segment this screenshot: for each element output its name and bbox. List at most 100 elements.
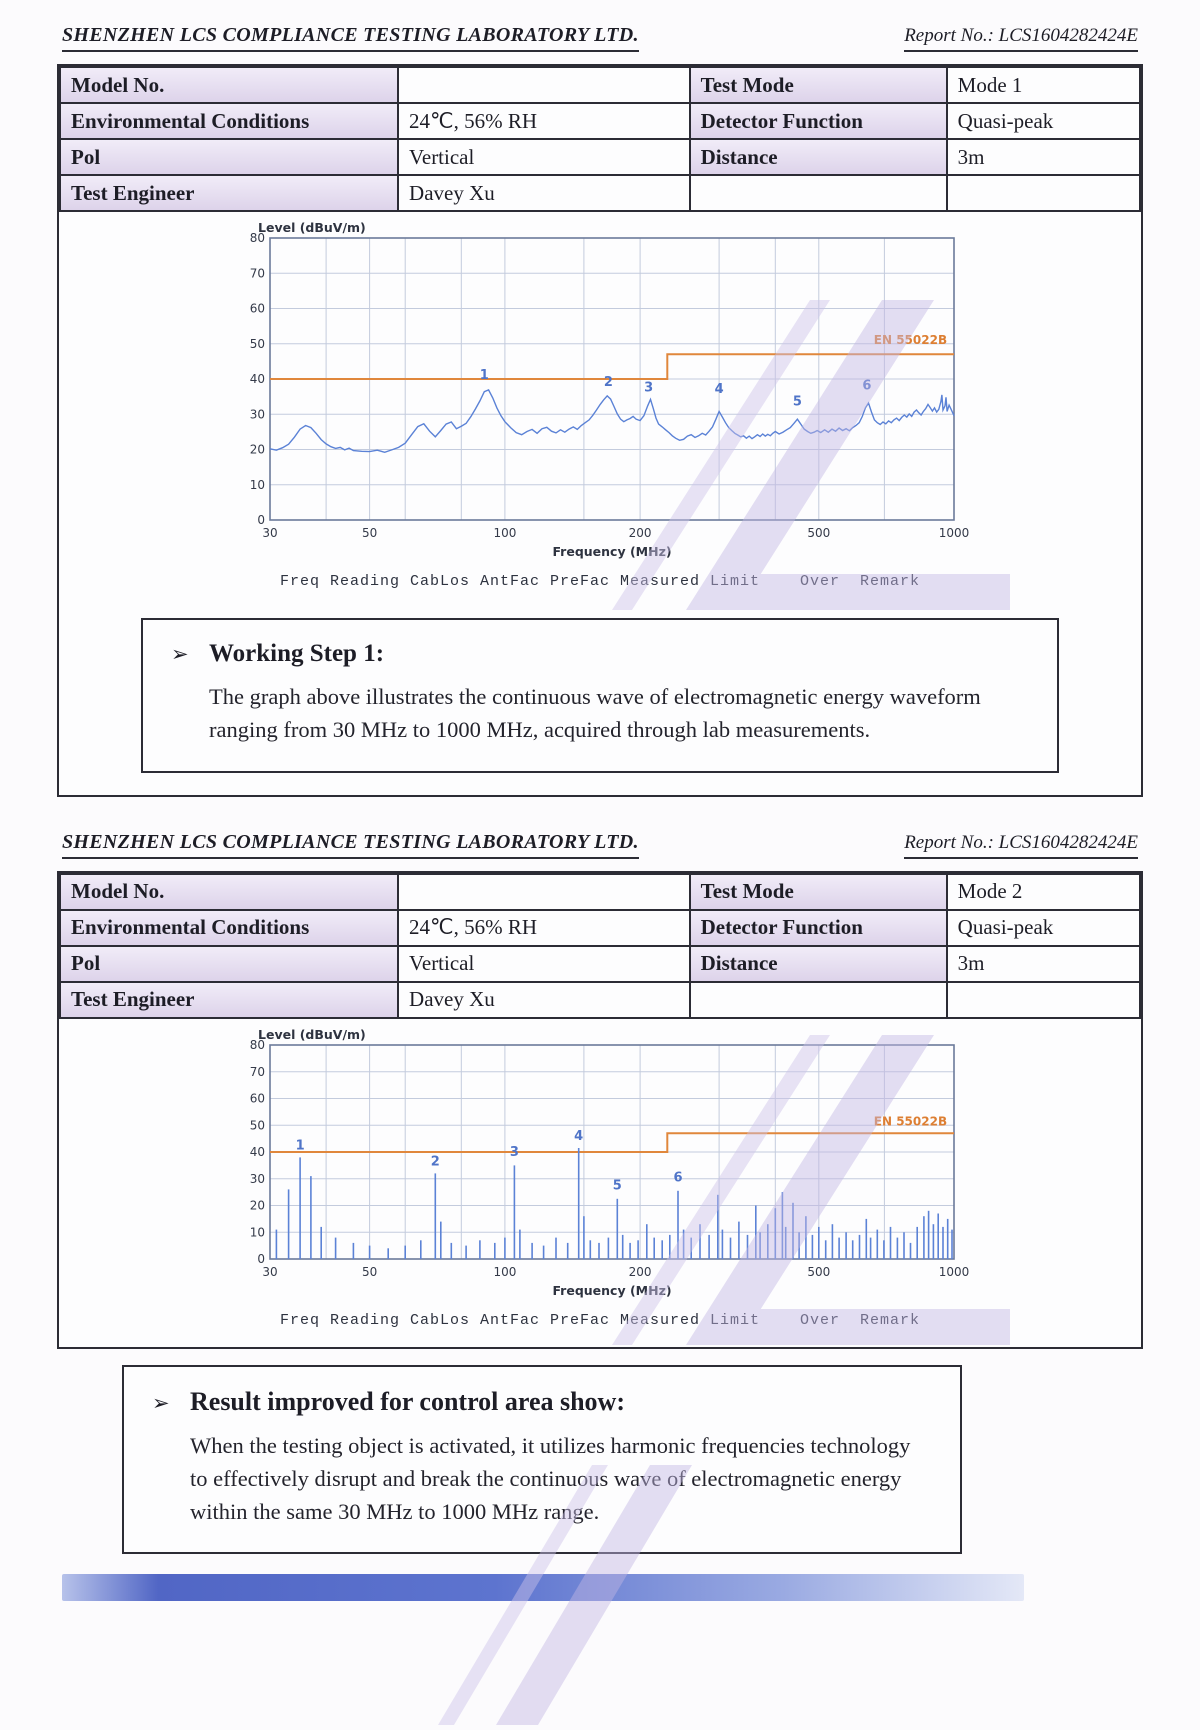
svg-text:5: 5 [793,394,802,409]
svg-text:200: 200 [629,526,652,540]
table-value: Mode 1 [945,66,1142,104]
table-row: Model No. Test Mode Mode 2 [58,872,1142,911]
table-value: Vertical [397,138,691,176]
table-row: Pol Vertical Distance 3m [58,944,1142,983]
table-value: 3m [945,138,1142,176]
table-label: Distance [688,944,948,983]
svg-text:Frequency (MHz): Frequency (MHz) [552,1283,671,1298]
test-section-mode1: Model No. Test Mode Mode 1 Environmental… [57,64,1143,797]
table-value: 3m [945,944,1142,983]
svg-text:70: 70 [250,266,265,280]
table-row: Test Engineer Davey Xu [58,174,1142,212]
svg-text:0: 0 [257,513,265,527]
table-value: Davey Xu [397,174,691,212]
chart-svg: 1 2 3 4 5 6 EN 55022B 0 10 20 30 40 50 60 70 80 30 50 100 2… [250,220,970,559]
svg-text:100: 100 [493,1265,516,1279]
svg-text:80: 80 [250,231,265,245]
readings-header: Freq Reading CabLos AntFac PreFac Measur… [279,573,921,590]
svg-text:10: 10 [250,1225,265,1239]
table-label: Detector Function [688,102,948,140]
svg-text:2: 2 [431,1154,440,1169]
svg-text:30: 30 [250,1171,265,1185]
table-label: Detector Function [688,908,948,947]
test-section-mode2: Model No. Test Mode Mode 2 Environmental… [57,870,1143,1349]
svg-text:EN 55022B: EN 55022B [874,333,947,347]
chart-block-mode2: 1 2 3 4 5 6 EN 55022B 0 10 20 30 40 50 60 70 80 30 50 100 2… [59,1019,1141,1347]
page-header: SHENZHEN LCS COMPLIANCE TESTING LABORATO… [62,0,1138,52]
table-value [397,872,691,911]
svg-text:100: 100 [493,526,516,540]
svg-text:30: 30 [250,407,265,421]
svg-text:10: 10 [250,478,265,492]
table-label: Environmental Conditions [58,102,400,140]
note-body: When the testing object is activated, it… [190,1432,911,1525]
test-info-table: Model No. Test Mode Mode 1 Environmental… [58,66,1142,212]
note-title-text: Result improved for control area show: [190,1386,625,1416]
emission-chart-mode2: 1 2 3 4 5 6 EN 55022B 0 10 20 30 40 50 60 70 80 30 50 100 2… [230,1027,970,1308]
note-body: The graph above illustrates the continuo… [209,684,981,743]
svg-text:60: 60 [250,1091,265,1105]
table-value: 24℃, 56% RH [397,102,691,140]
note-title: ➢ Working Step 1: [171,640,1029,668]
svg-text:1: 1 [296,1138,305,1153]
footer-gradient-bar [62,1574,1024,1602]
readings-header: Freq Reading CabLos AntFac PreFac Measur… [279,1311,921,1329]
table-value [688,980,948,1019]
note-title: ➢ Result improved for control area show: [152,1387,932,1417]
svg-text:40: 40 [250,1145,265,1159]
svg-text:Level (dBuV/m): Level (dBuV/m) [258,220,366,235]
svg-text:3: 3 [510,1145,519,1160]
svg-text:2: 2 [604,375,613,390]
svg-text:50: 50 [250,1118,265,1132]
table-value [397,66,691,104]
chart-svg: 1 2 3 4 5 6 EN 55022B 0 10 20 30 40 50 60 70 80 30 50 100 2… [250,1027,970,1298]
table-label: Distance [688,138,948,176]
svg-text:1: 1 [480,368,489,383]
note-title-text: Working Step 1: [209,640,385,667]
table-value: Vertical [397,944,691,983]
table-row: Environmental Conditions 24℃, 56% RH Det… [58,102,1142,140]
svg-text:50: 50 [362,1265,377,1279]
arrow-bullet-icon: ➢ [171,642,189,666]
table-value: Davey Xu [397,980,691,1019]
emission-chart-mode1: 1 2 3 4 5 6 EN 55022B 0 10 20 30 40 50 60 70 80 30 50 100 2… [230,220,970,569]
table-label: Pol [58,138,400,176]
table-label: Test Mode [688,66,948,104]
svg-text:3: 3 [644,380,653,395]
table-label: Model No. [58,66,400,104]
svg-text:Level (dBuV/m): Level (dBuV/m) [258,1027,366,1042]
svg-text:0: 0 [257,1252,265,1266]
table-row: Model No. Test Mode Mode 1 [58,66,1142,104]
lab-name: SHENZHEN LCS COMPLIANCE TESTING LABORATO… [62,24,639,52]
svg-text:30: 30 [262,1265,277,1279]
table-label: Test Engineer [58,174,400,212]
svg-text:EN 55022B: EN 55022B [874,1114,947,1128]
table-value: Mode 2 [945,872,1142,911]
svg-text:6: 6 [673,1170,682,1185]
chart-block-mode1: 1 2 3 4 5 6 EN 55022B 0 10 20 30 40 50 60 70 80 30 50 100 2… [59,212,1141,608]
svg-text:20: 20 [250,1198,265,1212]
table-value [688,174,948,212]
table-value: Quasi-peak [945,102,1142,140]
svg-text:50: 50 [362,526,377,540]
table-label: Test Mode [688,872,948,911]
svg-text:6: 6 [862,379,871,394]
svg-text:70: 70 [250,1064,265,1078]
arrow-bullet-icon: ➢ [152,1390,170,1415]
svg-text:Frequency (MHz): Frequency (MHz) [552,544,671,559]
table-label: Pol [58,944,400,983]
svg-text:200: 200 [629,1265,652,1279]
svg-text:500: 500 [807,1265,830,1279]
svg-text:50: 50 [250,337,265,351]
page-header: SHENZHEN LCS COMPLIANCE TESTING LABORATO… [62,797,1138,859]
report-number: Report No.: LCS1604282424E [904,25,1138,52]
svg-text:80: 80 [250,1038,265,1052]
table-value [945,174,1142,212]
lab-name: SHENZHEN LCS COMPLIANCE TESTING LABORATO… [62,831,639,859]
svg-text:4: 4 [715,382,724,397]
table-label: Test Engineer [58,980,400,1019]
test-info-table: Model No. Test Mode Mode 2 Environmental… [58,872,1142,1019]
table-value: 24℃, 56% RH [397,908,691,947]
svg-text:30: 30 [262,526,277,540]
